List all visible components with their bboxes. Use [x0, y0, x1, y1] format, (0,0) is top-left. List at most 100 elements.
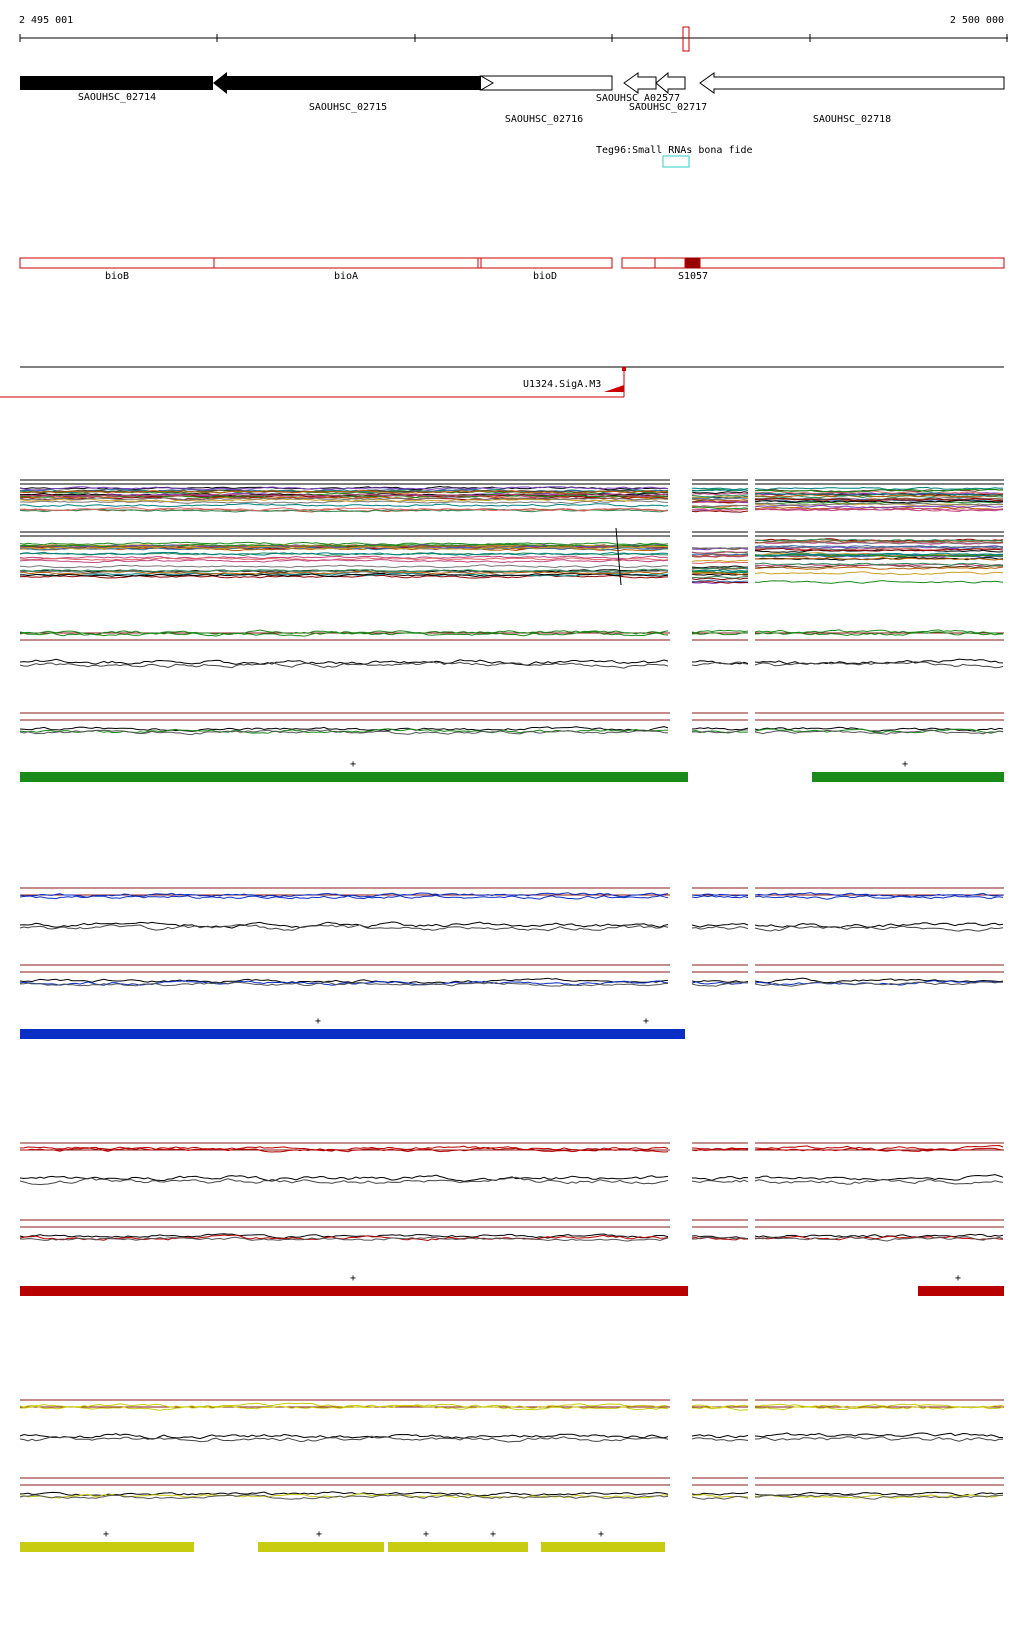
gene-label-02714: SAOUHSC_02714: [78, 92, 156, 103]
expression-trace: [19, 493, 669, 499]
segment-bar: [20, 1029, 685, 1039]
gene-arrow-02717[interactable]: [655, 71, 686, 95]
expression-trace: [691, 629, 749, 634]
expression-trace: [19, 977, 669, 984]
expression-trace: [691, 506, 749, 510]
expression-trace: [19, 629, 669, 636]
expression-trace: [691, 1492, 749, 1496]
segment-marker: +: [955, 1273, 961, 1284]
operon-box-bioA[interactable]: [213, 257, 479, 269]
segment-marker: +: [350, 1273, 356, 1284]
operon-box-c[interactable]: [699, 257, 1005, 269]
expression-trace: [754, 488, 1004, 493]
expression-trace: [754, 726, 1004, 732]
operon-box-S1057[interactable]: [685, 257, 701, 269]
expression-trace: [19, 564, 669, 569]
expression-trace: [19, 1234, 669, 1242]
expression-trace: [754, 556, 1004, 561]
operon-box-b[interactable]: [654, 257, 686, 269]
expression-trace: [691, 981, 749, 987]
gene-arrow-02715[interactable]: [213, 72, 481, 94]
segment-bar: [541, 1542, 665, 1552]
position-marker[interactable]: [682, 26, 690, 52]
operon-track: bioB bioA bioD S1057: [19, 257, 1005, 282]
expression-trace: [692, 1406, 748, 1411]
gene-arrow-A02577[interactable]: [623, 72, 657, 94]
gene-label-A02577: SAOUHSC_A02577: [596, 93, 680, 104]
expression-trace: [20, 545, 668, 550]
expression-trace: [691, 500, 749, 504]
segment-marker: +: [316, 1529, 322, 1540]
expression-trace: [691, 1437, 749, 1442]
expression-trace: [19, 573, 669, 578]
expression-trace: [754, 728, 1004, 734]
ruler-end-label: 2 500 000: [950, 15, 1004, 26]
segment-bar: [918, 1286, 1004, 1296]
expression-trace: [19, 658, 669, 666]
expression-trace: [691, 554, 749, 558]
expression-trace: [691, 729, 749, 734]
expression-trace: [754, 571, 1004, 576]
expression-trace: [19, 568, 669, 573]
expression-trace: [691, 491, 749, 495]
expression-tracks: + + + + + + + + + + +: [19, 479, 1004, 1552]
small-rna-box[interactable]: [662, 155, 690, 168]
expression-trace: [754, 1147, 1004, 1152]
gene-arrow-02714[interactable]: [20, 76, 213, 90]
operon-box-a[interactable]: [621, 257, 656, 269]
expression-trace: [754, 508, 1003, 512]
expression-trace: [20, 1146, 669, 1153]
expression-trace: [754, 499, 1004, 504]
expression-trace: [691, 1148, 749, 1152]
operon-label-bioA: bioA: [334, 271, 358, 282]
expression-trace: [691, 489, 749, 492]
expression-trace: [691, 660, 749, 665]
expression-trace: [691, 561, 749, 565]
expression-trace: [691, 566, 749, 570]
small-rna-track: Teg96:Small RNAs bona fide: [596, 145, 753, 168]
expression-trace: [19, 631, 669, 637]
segment-bar: [20, 1542, 194, 1552]
expression-trace: [691, 569, 749, 574]
expression-trace: [691, 559, 749, 563]
expression-trace: [754, 544, 1004, 549]
expression-trace: [754, 729, 1004, 735]
expression-trace: [691, 981, 749, 985]
expression-trace: [19, 1233, 669, 1239]
expression-trace: [19, 1435, 669, 1443]
gene-arrow-02716[interactable]: [479, 75, 613, 91]
segment-marker: +: [598, 1529, 604, 1540]
expression-trace: [19, 729, 669, 736]
expression-trace: [691, 577, 749, 581]
operon-box-bioB[interactable]: [19, 257, 215, 269]
expression-trace: [754, 1235, 1004, 1241]
expression-trace: [754, 494, 1004, 498]
gene-label-02717: SAOUHSC_02717: [629, 102, 707, 113]
expression-trace: [691, 1495, 749, 1500]
ruler-start-label: 2 495 001: [19, 15, 73, 26]
segment-bar: [258, 1542, 384, 1552]
promoter-arrow[interactable]: [604, 385, 624, 392]
operon-box-bioD[interactable]: [480, 257, 613, 269]
expression-trace: [754, 580, 1004, 584]
gene-label-02716: SAOUHSC_02716: [505, 114, 583, 125]
expression-trace: [19, 726, 669, 732]
signal-drop: [615, 527, 622, 586]
expression-trace: [692, 1236, 749, 1240]
expression-trace: [19, 507, 668, 512]
expression-trace: [691, 980, 749, 983]
gene-arrow-02718[interactable]: [699, 72, 1005, 94]
expression-trace: [19, 1402, 669, 1409]
segment-marker: +: [350, 759, 356, 770]
expression-trace: [691, 1179, 749, 1184]
expression-trace: [754, 552, 1004, 557]
expression-trace: [754, 922, 1004, 929]
coordinate-ruler: 2 495 001 2 500 000: [19, 15, 1008, 52]
expression-trace: [755, 490, 1004, 495]
expression-trace: [19, 1236, 669, 1242]
expression-trace: [755, 566, 1004, 570]
expression-trace: [754, 925, 1004, 932]
expression-trace: [19, 923, 669, 932]
expression-trace: [691, 494, 749, 498]
